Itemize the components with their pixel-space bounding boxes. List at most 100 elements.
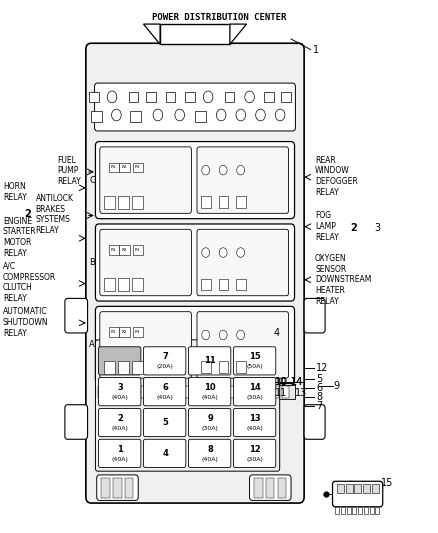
Bar — [201, 361, 211, 373]
Bar — [89, 92, 99, 102]
Circle shape — [203, 91, 213, 103]
Bar — [120, 327, 131, 337]
Circle shape — [276, 109, 285, 121]
FancyBboxPatch shape — [188, 439, 231, 467]
Bar — [278, 478, 286, 498]
Bar — [141, 386, 149, 398]
Bar — [358, 507, 362, 514]
FancyBboxPatch shape — [233, 408, 276, 437]
Text: R1: R1 — [111, 248, 117, 252]
Bar — [130, 111, 141, 122]
Bar — [130, 386, 138, 398]
Text: (40A): (40A) — [201, 395, 219, 400]
Text: 13: 13 — [295, 388, 307, 398]
Circle shape — [236, 109, 246, 121]
Bar — [104, 361, 115, 374]
Bar — [264, 92, 274, 102]
Circle shape — [237, 165, 244, 175]
Bar — [129, 92, 138, 102]
Bar — [98, 386, 106, 398]
Bar — [133, 163, 144, 172]
Circle shape — [153, 109, 162, 121]
Text: 15: 15 — [249, 352, 261, 361]
Circle shape — [237, 330, 244, 340]
Bar — [260, 386, 268, 398]
Bar — [363, 484, 370, 492]
FancyBboxPatch shape — [188, 377, 231, 406]
Text: 9: 9 — [333, 381, 339, 391]
Text: R2: R2 — [122, 165, 127, 169]
Text: C: C — [89, 175, 95, 184]
Text: 7: 7 — [316, 401, 322, 411]
FancyBboxPatch shape — [99, 347, 141, 375]
Bar — [118, 278, 129, 292]
Text: 12: 12 — [249, 445, 261, 454]
Text: 11: 11 — [204, 356, 216, 365]
Bar — [166, 92, 175, 102]
Text: OXYGEN
SENSOR
DOWNSTREAM
HEATER
RELAY: OXYGEN SENSOR DOWNSTREAM HEATER RELAY — [315, 254, 371, 306]
Bar — [335, 507, 339, 514]
FancyBboxPatch shape — [197, 229, 289, 296]
Bar — [206, 386, 214, 398]
Bar — [119, 386, 127, 398]
Bar — [364, 507, 368, 514]
Circle shape — [219, 165, 227, 175]
Circle shape — [216, 109, 226, 121]
Bar — [184, 386, 192, 398]
FancyBboxPatch shape — [250, 475, 291, 500]
FancyBboxPatch shape — [144, 439, 186, 467]
Text: (40A): (40A) — [112, 426, 128, 431]
Bar — [201, 196, 211, 208]
Text: 8: 8 — [316, 392, 322, 402]
FancyBboxPatch shape — [304, 298, 325, 333]
Text: 15: 15 — [381, 479, 394, 488]
Bar — [120, 245, 131, 255]
Bar — [238, 386, 246, 398]
Text: A: A — [89, 341, 95, 350]
Text: 10 14: 10 14 — [275, 377, 303, 387]
Text: (40A): (40A) — [247, 426, 264, 431]
Text: 5: 5 — [162, 418, 168, 427]
Text: R3: R3 — [135, 165, 141, 169]
Bar — [109, 245, 120, 255]
Bar — [109, 163, 120, 172]
FancyBboxPatch shape — [95, 142, 294, 219]
Bar — [173, 386, 181, 398]
Bar — [118, 196, 129, 209]
FancyBboxPatch shape — [95, 224, 294, 301]
FancyBboxPatch shape — [99, 439, 141, 467]
Text: AUTOMATIC
SHUTDOWN
RELAY: AUTOMATIC SHUTDOWN RELAY — [3, 307, 49, 337]
Bar — [225, 92, 234, 102]
Bar — [95, 384, 294, 399]
Bar — [195, 111, 206, 122]
Bar — [266, 478, 275, 498]
FancyBboxPatch shape — [188, 408, 231, 437]
Text: 4: 4 — [274, 328, 280, 338]
Circle shape — [202, 248, 210, 257]
FancyBboxPatch shape — [332, 481, 383, 507]
Bar — [201, 279, 211, 290]
Bar — [341, 507, 345, 514]
Bar — [282, 92, 291, 102]
Text: 9: 9 — [207, 414, 213, 423]
FancyBboxPatch shape — [100, 229, 191, 296]
Bar — [372, 484, 379, 492]
Circle shape — [107, 91, 117, 103]
Text: 5: 5 — [316, 374, 322, 384]
Text: HORN
RELAY: HORN RELAY — [3, 182, 27, 202]
Text: (40A): (40A) — [112, 457, 128, 462]
FancyBboxPatch shape — [188, 347, 231, 375]
Text: 10: 10 — [204, 383, 216, 392]
Bar — [219, 196, 228, 208]
Text: ANTILOCK
BRAKES
SYSTEMS
RELAY: ANTILOCK BRAKES SYSTEMS RELAY — [35, 194, 74, 235]
Text: (30A): (30A) — [247, 395, 264, 400]
FancyBboxPatch shape — [95, 340, 280, 471]
Text: (30A): (30A) — [247, 457, 264, 462]
Bar — [236, 361, 246, 373]
Text: (40A): (40A) — [201, 457, 219, 462]
FancyBboxPatch shape — [233, 377, 276, 406]
Text: ENGINE
STARTER
MOTOR
RELAY: ENGINE STARTER MOTOR RELAY — [3, 216, 36, 258]
Text: 12: 12 — [316, 362, 328, 373]
Text: A/C
COMPRESSOR
CLUTCH
RELAY: A/C COMPRESSOR CLUTCH RELAY — [3, 262, 56, 303]
Text: 14: 14 — [249, 383, 261, 392]
